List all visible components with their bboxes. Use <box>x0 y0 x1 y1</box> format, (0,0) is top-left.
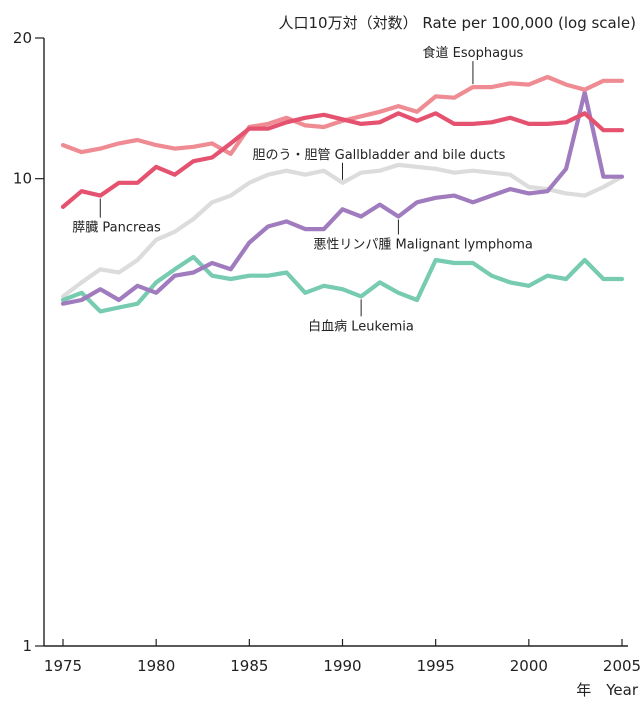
x-tick-label: 2005 <box>603 657 641 675</box>
series-label: 膵臓 Pancreas <box>72 221 161 236</box>
x-tick-label: 2000 <box>510 657 548 675</box>
ticks: 1 10 20 1975 1980 1985 1990 1995 2000 2005 <box>13 29 641 675</box>
x-axis-label: 年 Year <box>576 681 639 699</box>
series-label: 食道 Esophagus <box>423 45 524 61</box>
y-tick-label: 20 <box>13 29 32 47</box>
axes <box>43 38 628 647</box>
y-tick-label: 1 <box>22 637 32 655</box>
series-line-1 <box>60 111 625 209</box>
y-axis-label: 人口10万対（対数） Rate per 100,000 (log scale) <box>279 14 637 32</box>
series-line-3 <box>60 90 625 306</box>
series-label: 悪性リンパ腫 Malignant lymphoma <box>313 236 533 252</box>
x-tick-label: 1990 <box>323 657 361 675</box>
series-label: 白血病 Leukemia <box>308 318 414 334</box>
series-layer <box>60 74 625 314</box>
x-tick-label: 1975 <box>44 657 82 675</box>
series-line-2 <box>60 162 625 299</box>
x-tick-label: 1985 <box>230 657 268 675</box>
series-line-0 <box>60 74 625 156</box>
y-tick-label: 10 <box>13 170 32 188</box>
x-tick-label: 1995 <box>417 657 455 675</box>
x-tick-label: 1980 <box>137 657 175 675</box>
series-label: 胆のう・胆管 Gallbladder and bile ducts <box>253 148 506 163</box>
series-labels: 食道 Esophagus 膵臓 Pancreas 胆のう・胆管 Gallbladde… <box>72 45 533 334</box>
series-line-4 <box>60 254 625 314</box>
